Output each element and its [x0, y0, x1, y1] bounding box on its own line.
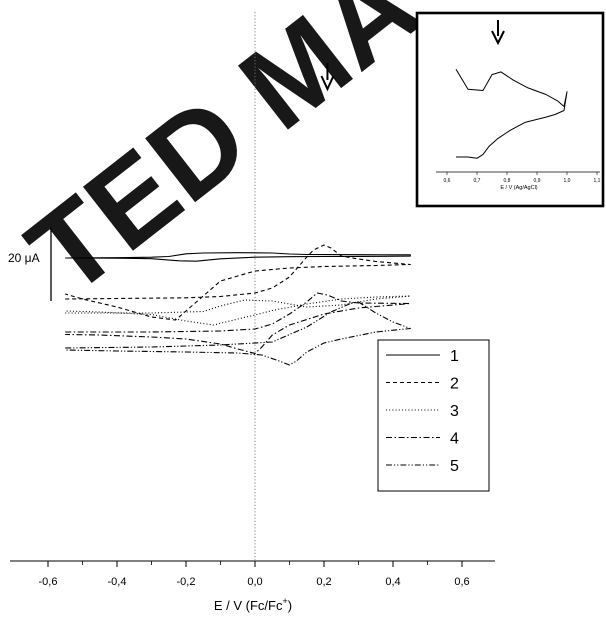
arrow-head [320, 75, 335, 92]
x-tick-label: 0,2 [316, 576, 331, 588]
x-axis-label-sup: + [283, 596, 288, 606]
x-tick-label: 0,6 [454, 576, 469, 588]
inset: 0,6 0,7 0,8 0,9 1,0 1,1 E / V (Ag/AgCl) [415, 11, 605, 208]
legend-label-2: 2 [450, 376, 459, 393]
inset-x-tick-label: 1,0 [564, 178, 571, 184]
inset-x-tick-label: 0,8 [504, 178, 511, 184]
legend-label-1: 1 [450, 348, 459, 365]
inset-arrow-head [491, 30, 505, 46]
inset-x-tick-label: 0,6 [444, 178, 451, 184]
x-tick-label: 0,4 [385, 576, 400, 588]
series-2-curve [65, 244, 411, 321]
peak-arrow [320, 63, 335, 92]
inset-x-tick-label: 0,9 [534, 178, 541, 184]
series-5-curve [65, 301, 411, 366]
watermark-text: TED MA [5, 0, 443, 320]
legend-items: 1 2 3 4 5 [386, 348, 459, 475]
x-axis-label-close: ) [288, 598, 292, 613]
x-axis-ticks: -0,6 -0,4 -0,2 0,0 0,2 0,4 0,6 [39, 561, 470, 588]
inset-x-tick-label: 1,1 [594, 178, 601, 184]
x-tick-label: -0,4 [108, 576, 127, 588]
legend-box [377, 339, 490, 492]
legend-label-5: 5 [450, 458, 459, 475]
inset-curve [455, 68, 568, 159]
inset-series-group [455, 68, 568, 159]
x-axis-label-main: E / V (Fc/Fc [214, 598, 283, 613]
series-1-curve [65, 252, 411, 262]
series-4-curve [65, 292, 411, 355]
inset-x-axis-label: E / V (Ag/AgCl) [500, 185, 537, 191]
inset-peak-arrow [491, 20, 505, 46]
x-axis-label: E / V (Fc/Fc+) [214, 596, 292, 613]
x-tick-label: -0,2 [177, 576, 196, 588]
inset-x-axis-ticks: 0,6 0,7 0,8 0,9 1,0 1,1 [444, 172, 601, 184]
legend-label-4: 4 [450, 431, 459, 448]
inset-frame [415, 11, 605, 208]
watermark: TED MA [5, 0, 443, 320]
legend-label-3: 3 [450, 403, 459, 420]
main-series-group [65, 244, 411, 366]
inset-x-tick-label: 0,7 [474, 178, 481, 184]
scale-bar-label: 20 μA [8, 251, 40, 265]
legend: 1 2 3 4 5 [377, 339, 490, 492]
x-tick-label: -0,6 [39, 576, 58, 588]
x-tick-label: 0,0 [247, 576, 262, 588]
series-3-curve [65, 295, 411, 326]
